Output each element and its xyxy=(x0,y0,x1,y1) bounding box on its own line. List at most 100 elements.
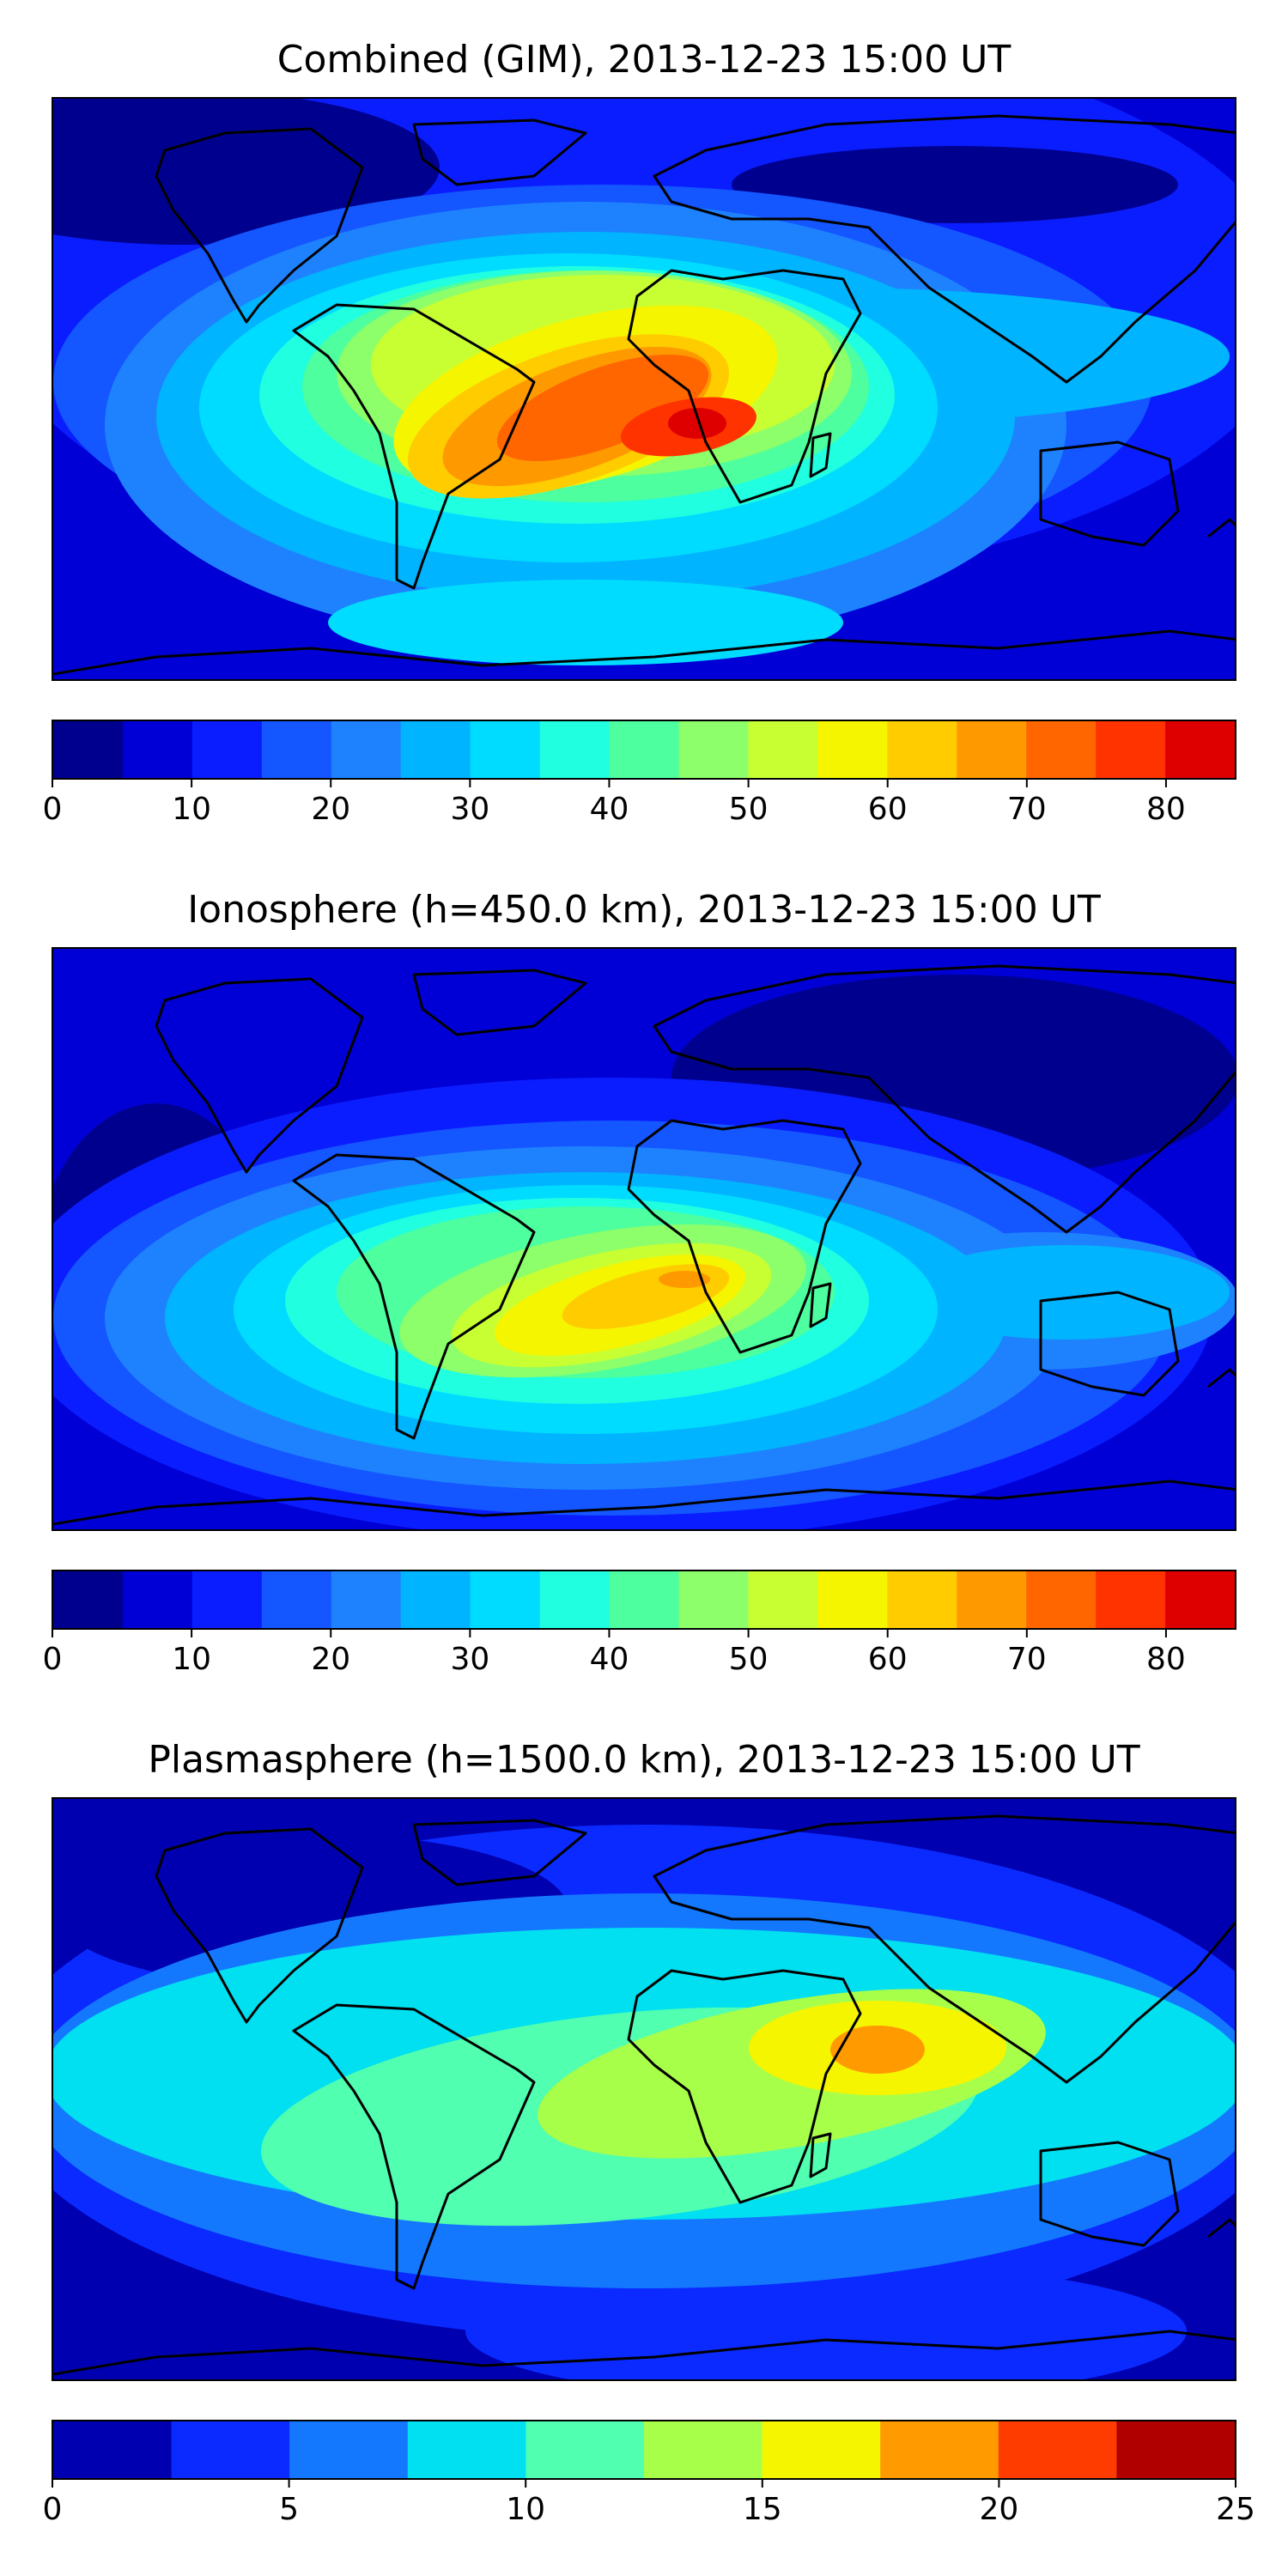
coast-south-america xyxy=(292,303,536,590)
coast-north-america xyxy=(155,127,364,324)
panel-1-colorbar-ticks: 0 10 20 30 40 50 60 70 80 xyxy=(43,780,1236,831)
colorbar-tick-label: 0 xyxy=(43,2492,63,2527)
coast-antarctica xyxy=(53,2330,1235,2376)
colorbar-swatch xyxy=(289,2421,409,2478)
contour-band xyxy=(903,1245,1230,1340)
coast-australia xyxy=(1039,440,1180,547)
coastlines xyxy=(53,114,1235,676)
colorbar-tick-label: 20 xyxy=(311,1642,350,1677)
colorbar-tick-label: 10 xyxy=(172,1642,211,1677)
coast-madagascar xyxy=(809,432,832,478)
colorbar-swatch xyxy=(331,721,402,778)
colorbar-swatch xyxy=(470,721,541,778)
colorbar-tick-label: 0 xyxy=(43,792,63,827)
colorbar-swatch xyxy=(609,1571,680,1628)
colorbar-tick-label: 50 xyxy=(729,1642,769,1677)
panel-1-title: Combined (GIM), 2013-12-23 15:00 UT xyxy=(276,38,1012,82)
colorbar-swatch xyxy=(762,2421,881,2478)
colorbar-swatch xyxy=(261,1571,332,1628)
colorbar-swatch xyxy=(539,1571,611,1628)
panel-2-map xyxy=(52,947,1236,1531)
coast-antarctica xyxy=(53,629,1235,676)
colorbar-tick-label: 40 xyxy=(590,1642,629,1677)
colorbar-swatch xyxy=(191,1571,263,1628)
colorbar-swatch xyxy=(609,721,680,778)
colorbar-swatch xyxy=(880,2421,999,2478)
coast-new-zealand xyxy=(1207,518,1235,538)
colorbar-swatch xyxy=(261,721,332,778)
colorbar-tick-label: 20 xyxy=(311,792,350,827)
colorbar-tick-label: 70 xyxy=(1007,1642,1047,1677)
colorbar-swatch xyxy=(171,2421,290,2478)
colorbar-tick-label: 15 xyxy=(743,2492,782,2527)
coastlines xyxy=(53,1814,1235,2376)
colorbar-swatch xyxy=(539,721,611,778)
colorbar-tick-label: 40 xyxy=(590,792,629,827)
colorbar-swatch xyxy=(1096,1571,1166,1628)
coast-africa xyxy=(627,269,862,504)
colorbar-swatch xyxy=(1116,2421,1235,2478)
colorbar-tick-label: 30 xyxy=(450,1642,489,1677)
coast-australia xyxy=(1039,2141,1180,2247)
panel-3-map xyxy=(52,1797,1236,2381)
coast-north-america xyxy=(155,977,364,1174)
panel-1-colorbar xyxy=(52,720,1236,780)
colorbar-swatch xyxy=(644,2421,763,2478)
colorbar-tick-label: 80 xyxy=(1146,1642,1186,1677)
colorbar-swatch xyxy=(998,2421,1117,2478)
colorbar-swatch xyxy=(1026,1571,1097,1628)
coast-eurasia xyxy=(653,114,1235,384)
colorbar-swatch xyxy=(122,1571,193,1628)
colorbar-swatch xyxy=(122,721,193,778)
colorbar-swatch xyxy=(817,721,888,778)
coast-africa xyxy=(627,1969,862,2204)
colorbar-swatch xyxy=(748,1571,818,1628)
colorbar-swatch xyxy=(53,1571,124,1628)
contour-band xyxy=(496,354,709,462)
colorbar-tick-label: 10 xyxy=(172,792,211,827)
colorbar-tick-label: 80 xyxy=(1146,792,1186,827)
colorbar-swatch xyxy=(470,1571,541,1628)
colorbar-swatch xyxy=(957,1571,1027,1628)
contour-band xyxy=(732,146,1178,223)
colorbar-tick-label: 0 xyxy=(43,1642,63,1677)
colorbar-swatch xyxy=(191,721,263,778)
colorbar-tick-label: 30 xyxy=(450,792,489,827)
colorbar-tick-label: 60 xyxy=(868,1642,908,1677)
coastlines xyxy=(53,964,1235,1526)
panel-2-colorbar-ticks: 0 10 20 30 40 50 60 70 80 xyxy=(43,1630,1236,1681)
contour-band xyxy=(328,580,843,665)
colorbar-swatch xyxy=(678,721,750,778)
colorbar-tick-label: 60 xyxy=(868,792,908,827)
contour-band xyxy=(465,2263,1187,2379)
coast-south-america xyxy=(292,1153,536,1440)
coast-australia xyxy=(1039,1291,1180,1397)
colorbar-swatch xyxy=(53,2421,173,2478)
panel-3-colorbar-ticks: 0 5 10 15 20 25 xyxy=(43,2480,1255,2531)
colorbar-swatch xyxy=(887,1571,957,1628)
colorbar-swatch xyxy=(748,721,818,778)
coast-new-zealand xyxy=(1207,1368,1235,1388)
panel-3-colorbar xyxy=(52,2420,1236,2480)
coast-madagascar xyxy=(809,1282,832,1328)
coast-eurasia xyxy=(653,1814,1235,2084)
colorbar-swatch xyxy=(957,721,1027,778)
colorbar-swatch xyxy=(1026,721,1097,778)
colorbar-tick-label: 70 xyxy=(1007,792,1047,827)
panel-2-title: Ionosphere (h=450.0 km), 2013-12-23 15:0… xyxy=(187,888,1101,932)
colorbar-swatch xyxy=(817,1571,888,1628)
colorbar-swatch xyxy=(400,1571,471,1628)
colorbar-tick-label: 5 xyxy=(279,2492,299,2527)
coast-greenland xyxy=(412,1819,587,1886)
coast-greenland xyxy=(412,969,587,1036)
contour-band xyxy=(668,408,726,439)
colorbar-swatch xyxy=(887,721,957,778)
panel-2-colorbar xyxy=(52,1570,1236,1630)
contour-band xyxy=(830,2026,925,2074)
colorbar-tick-label: 20 xyxy=(979,2492,1018,2527)
panel-1-map xyxy=(52,97,1236,681)
colorbar-swatch xyxy=(1165,721,1235,778)
colorbar-tick-label: 25 xyxy=(1216,2492,1255,2527)
coast-eurasia xyxy=(653,964,1235,1234)
coast-south-america xyxy=(292,2003,536,2290)
